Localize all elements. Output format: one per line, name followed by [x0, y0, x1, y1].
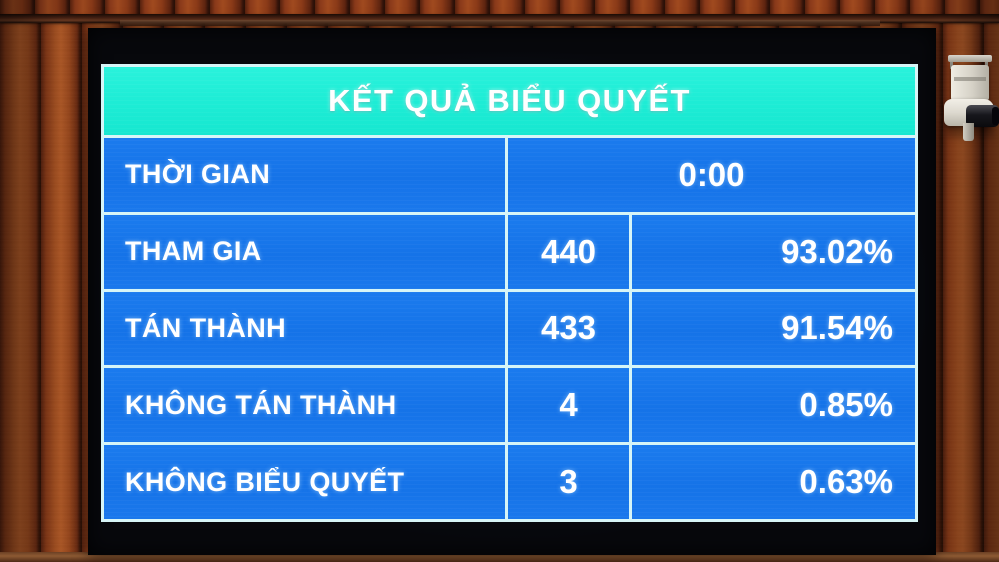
security-camera-icon	[940, 55, 999, 170]
row-label-khong-bieu-quyet: KHÔNG BIỂU QUYẾT	[104, 445, 508, 519]
camera-lens	[966, 105, 999, 127]
table-row: TÁN THÀNH 433 91.54%	[104, 291, 915, 369]
camera-mount-seam	[954, 77, 986, 81]
row-label-tham-gia: THAM GIA	[104, 214, 508, 289]
wall-ledge	[120, 20, 880, 26]
row-percent-khong-bieu-quyet: 0.63%	[799, 463, 893, 501]
camera-bracket-post-left	[950, 57, 953, 69]
camera-bracket-post-right	[985, 57, 988, 69]
row-count-khong-tan-thanh: 4	[508, 368, 632, 443]
row-label-khong-tan-thanh: KHÔNG TÁN THÀNH	[104, 368, 508, 443]
voting-results-board: KẾT QUẢ BIỂU QUYẾT THỜI GIAN 0:00 THAM G…	[101, 64, 918, 522]
row-percent-khong-tan-thanh: 0.85%	[799, 386, 893, 424]
row-value-thoi-gian: 0:00	[678, 155, 745, 193]
row-label-tan-thanh: TÁN THÀNH	[104, 291, 508, 366]
row-count-khong-bieu-quyet: 3	[508, 445, 632, 519]
table-row: THAM GIA 440 93.02%	[104, 214, 915, 292]
row-percent-tan-thanh: 91.54%	[781, 309, 893, 347]
row-count-tan-thanh: 433	[508, 291, 632, 366]
camera-stem	[963, 123, 974, 141]
row-percent-tham-gia: 93.02%	[781, 232, 893, 270]
camera-lens-hood	[992, 107, 999, 125]
board-title: KẾT QUẢ BIỂU QUYẾT	[104, 67, 915, 138]
wall-bottom-sill	[0, 552, 999, 562]
table-row: KHÔNG TÁN THÀNH 4 0.85%	[104, 368, 915, 446]
table-row: KHÔNG BIỂU QUYẾT 3 0.63%	[104, 445, 915, 519]
wall-top-trim	[0, 14, 999, 23]
row-label-thoi-gian: THỜI GIAN	[104, 138, 508, 212]
camera-mount-body	[951, 65, 989, 101]
results-rows: THỜI GIAN 0:00 THAM GIA 440 93.02% TÁN T…	[104, 138, 915, 519]
row-count-tham-gia: 440	[508, 214, 632, 289]
wall-top-slat-band	[0, 0, 999, 14]
table-row: THỜI GIAN 0:00	[104, 138, 915, 215]
camera-bracket-arm	[948, 55, 992, 62]
